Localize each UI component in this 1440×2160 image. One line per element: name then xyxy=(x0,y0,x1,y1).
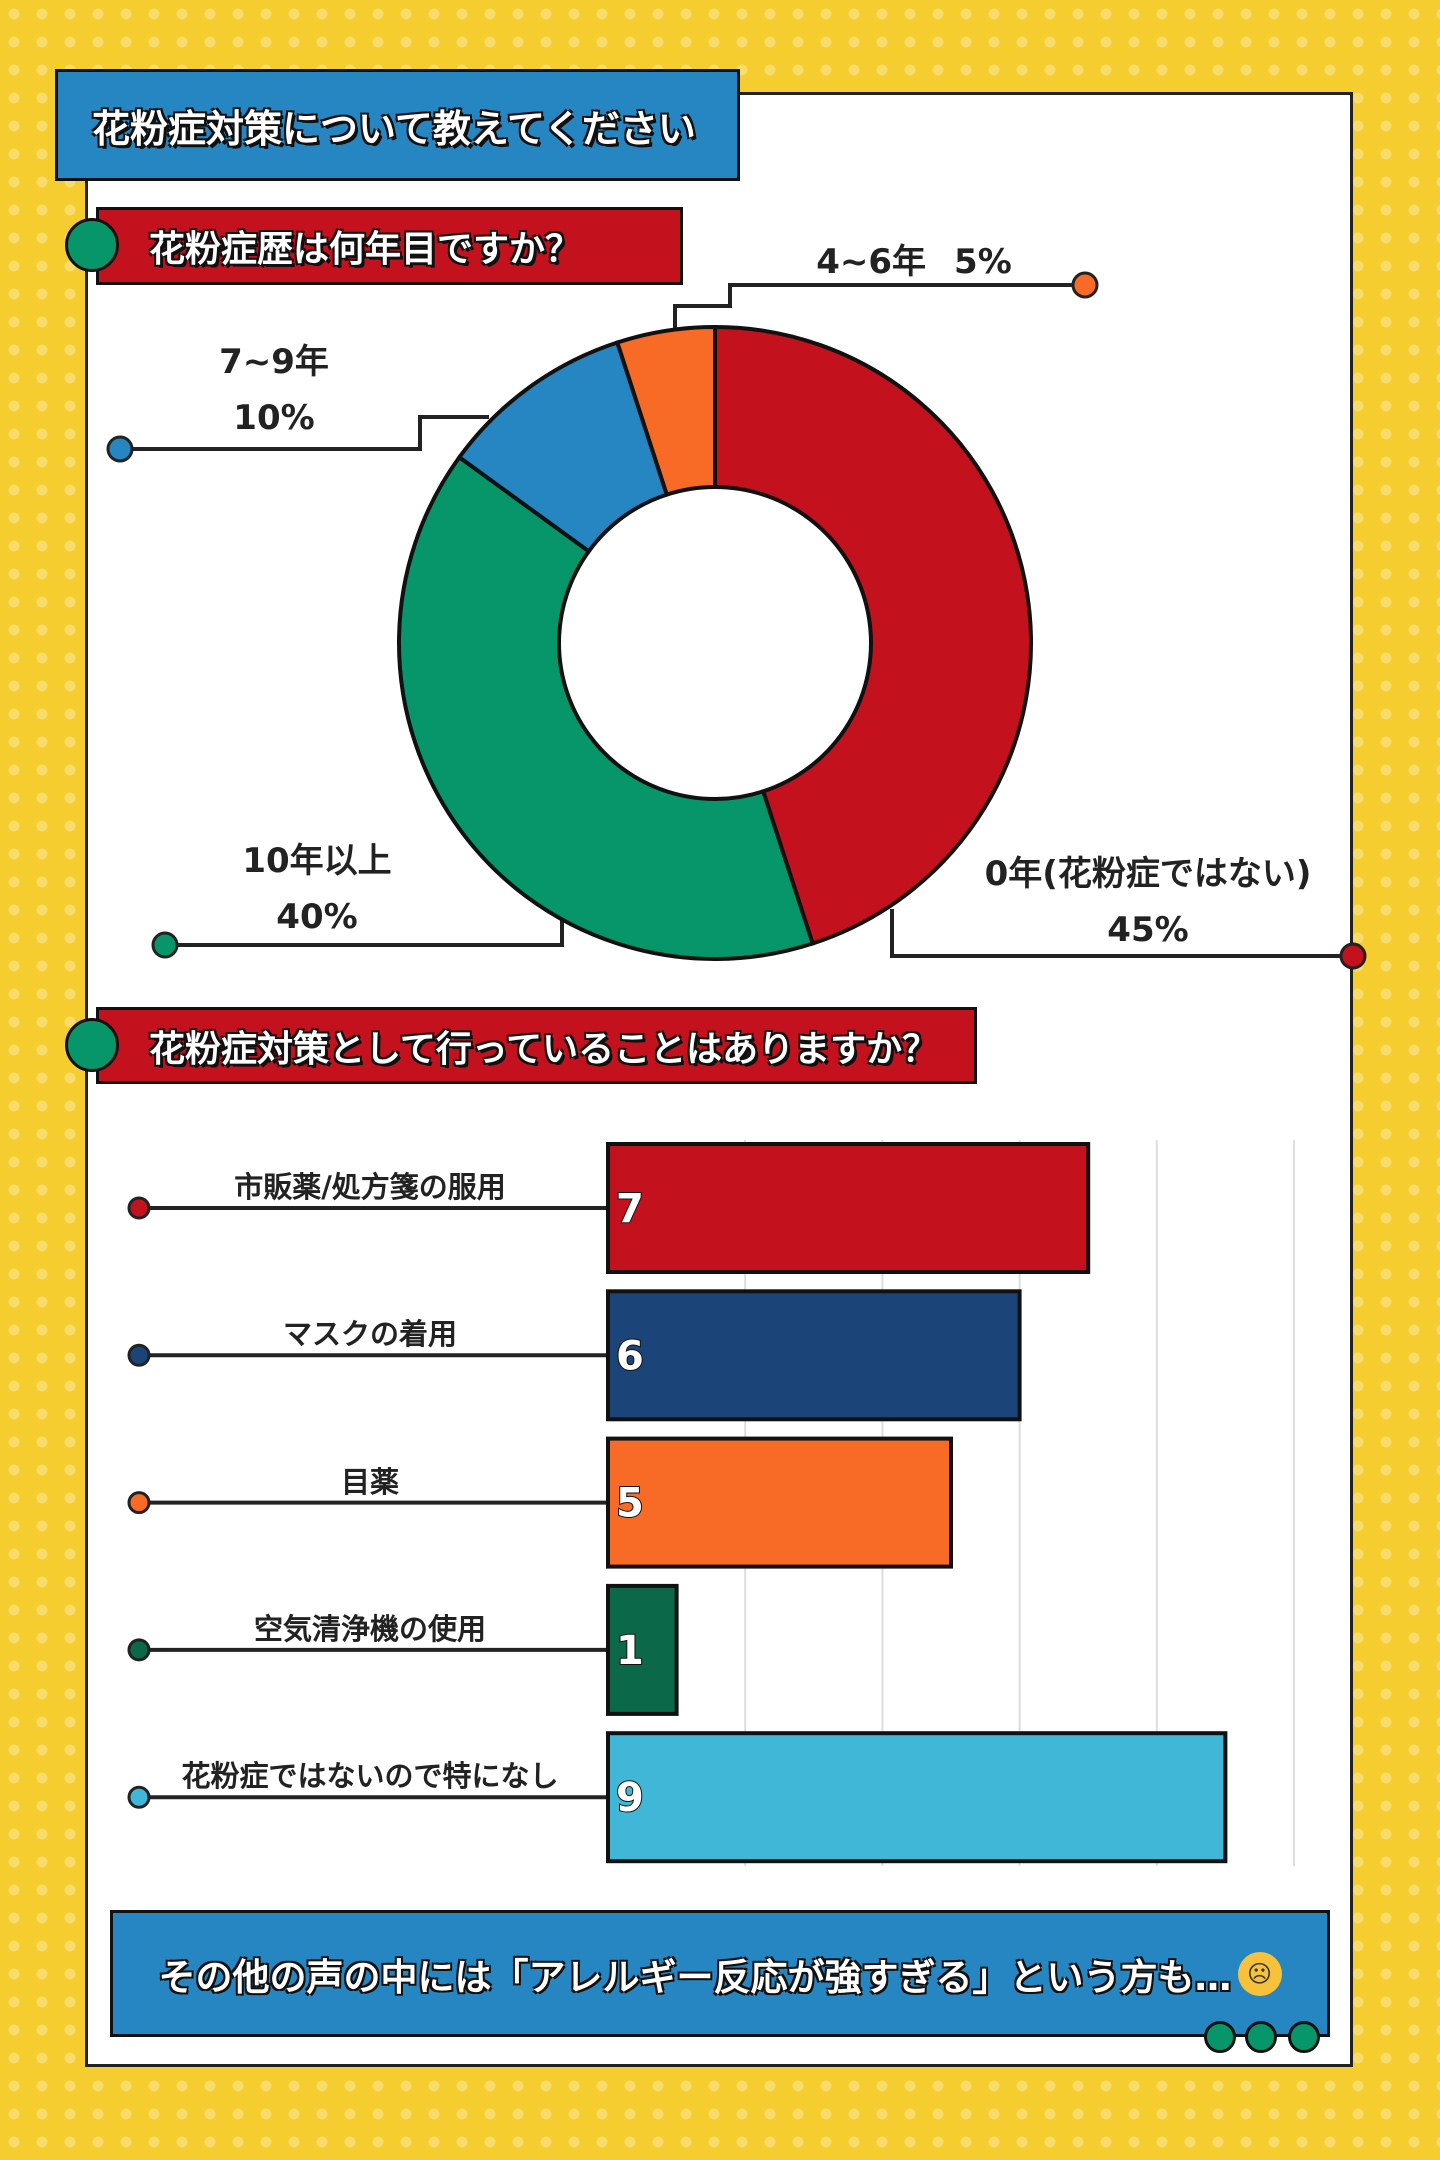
decor-dot xyxy=(1288,2021,1320,2053)
bar-category-label: マスクの着用 xyxy=(282,1317,458,1352)
slice-label-3: 4~6年 5% xyxy=(816,242,1012,282)
leader-dot xyxy=(1071,271,1099,299)
leader-line xyxy=(120,415,489,451)
heading-dot xyxy=(65,1018,119,1072)
slice-label-1: 10年以上 40% xyxy=(242,841,392,937)
crying-face-icon: ☹ xyxy=(1237,1951,1282,1996)
slice-label-0: 0年(花粉症ではない) 45% xyxy=(984,854,1312,950)
donut-slice xyxy=(614,324,717,498)
question-1-heading: 花粉症歴は何年目ですか？ xyxy=(96,207,683,285)
leader-dot xyxy=(1339,942,1367,970)
donut-slice xyxy=(397,454,816,961)
question-2-heading: 花粉症対策として行っていることはありますか？ xyxy=(96,1007,977,1084)
bar-category-label: 市販薬/処方箋の服用 xyxy=(234,1170,506,1204)
leader-dot xyxy=(151,931,179,959)
heading-dot xyxy=(65,218,119,272)
leader-line xyxy=(890,909,1353,958)
decor-dot xyxy=(1204,2021,1236,2053)
leader-dot xyxy=(106,435,134,463)
footer-banner: その他の声の中には「アレルギー反応が強すぎる」という方も… ☹ xyxy=(110,1910,1330,2037)
donut-chart xyxy=(106,271,1367,970)
slice-label-2: 7~9年 10% xyxy=(219,342,329,438)
bar-category-label: 空気清浄機の使用 xyxy=(253,1611,487,1646)
page-title: 花粉症対策について教えてください xyxy=(55,69,740,181)
bar-category-label: 花粉症ではないので特になし xyxy=(181,1759,559,1794)
decor-dot xyxy=(1245,2021,1277,2053)
leader-line xyxy=(673,283,1085,328)
bar-category-label: 目薬 xyxy=(340,1464,400,1499)
donut-slice xyxy=(713,324,1033,947)
footer-text: その他の声の中には「アレルギー反応が強すぎる」という方も… xyxy=(158,1955,1232,1999)
